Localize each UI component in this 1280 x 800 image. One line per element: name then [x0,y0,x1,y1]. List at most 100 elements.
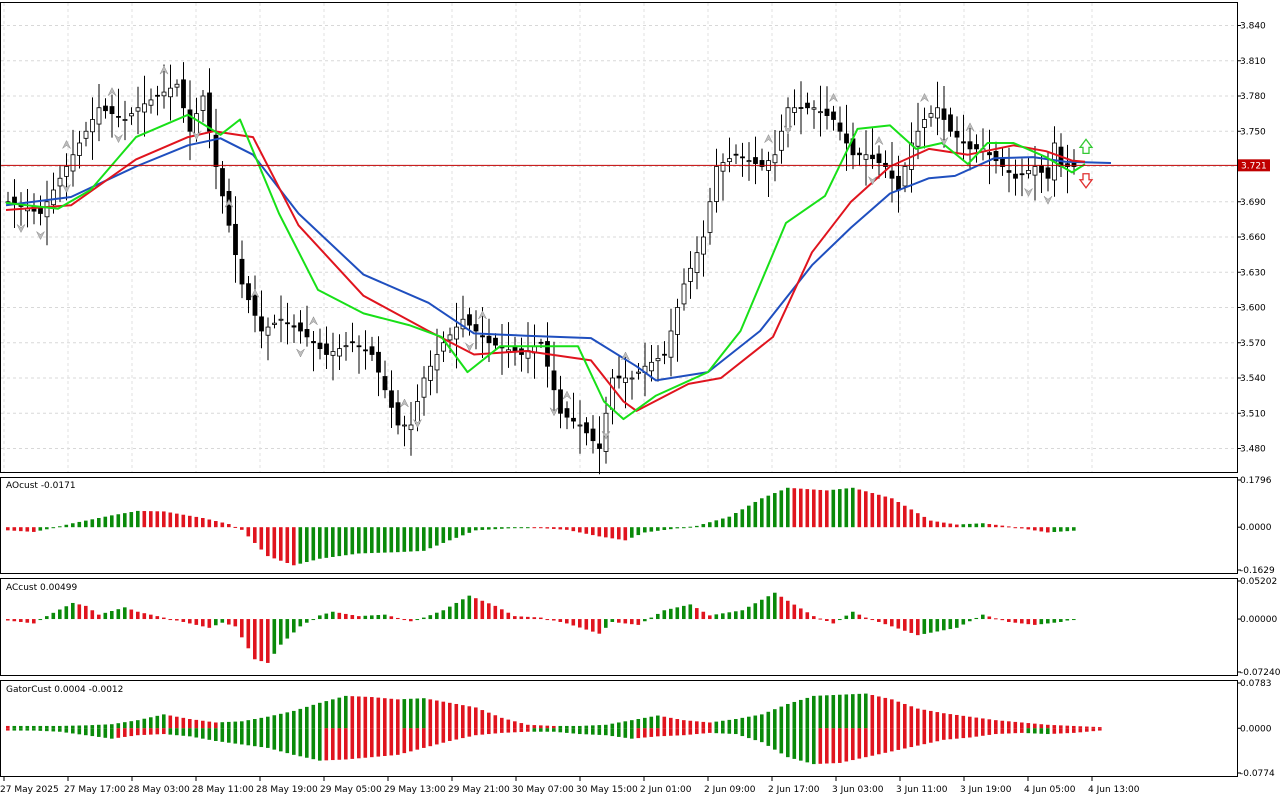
gator-indicator-panel[interactable] [6,693,1102,765]
candle-body [129,113,134,117]
gator-lower-bar [97,728,101,737]
ao-bar [701,524,706,528]
candle-body [668,330,674,358]
ac-indicator-panel[interactable] [6,592,1076,663]
ao-bar [344,527,348,556]
ac-bar [532,617,537,620]
candle-body [792,107,797,113]
candle-body [896,175,901,191]
xtick-label: 30 May 07:00 [512,785,574,795]
ac-bar [779,596,784,620]
ac-bar [617,619,621,623]
gator-lower-bar [357,728,361,759]
main-ytick-label: 3.600 [1240,304,1266,314]
gator-lower-bar [220,728,225,742]
candle-body [649,361,654,372]
gator-upper-bar [656,715,660,729]
gator-lower-bar [6,728,10,731]
ac-bar [110,611,114,620]
gator-lower-bar [240,728,244,745]
ao-bar [71,523,75,528]
ac-bar [695,608,699,620]
candle-body [220,168,225,197]
price-axis: 3.8403.8103.7803.7503.7203.6903.6603.630… [1237,22,1280,779]
gator-upper-bar [623,721,628,729]
gator-lower-bar [298,728,303,757]
ac-bar [175,619,179,621]
gator-lower-bar [727,728,732,734]
candle-body [935,107,940,119]
ao-bar [935,521,940,528]
gator-lower-bar [773,728,777,750]
candle-body [590,428,596,442]
gator-lower-bar [103,728,108,738]
ao-bar [467,527,472,533]
xtick-label: 3 Jun 19:00 [960,785,1012,795]
gator-lower-bar [25,728,30,731]
ac-bar [331,611,335,620]
ao-bar [948,523,953,528]
ac-bar [233,619,238,627]
xtick-label: 4 Jun 13:00 [1088,785,1140,795]
ac-bar [578,619,582,628]
ac-bar [409,619,413,622]
gator-upper-bar [948,714,953,729]
gator-lower-bar [90,728,95,737]
gator-upper-bar [19,725,23,729]
gator-upper-bar [350,696,355,729]
ao-bar [51,527,56,529]
candle-body [1013,173,1018,179]
gator-lower-bar [734,728,738,735]
ao-bar [805,489,810,528]
ac-bar [467,595,472,620]
candle-body [246,283,251,301]
gator-lower-bar [1059,728,1063,734]
ac-bar [90,610,95,620]
gator-lower-bar [71,728,75,734]
ao-bar [409,527,413,552]
ao-indicator-panel[interactable] [6,487,1076,566]
gator-lower-bar [1000,728,1005,734]
ac-bar [64,606,69,620]
ac-bar [740,610,745,620]
gator-upper-bar [487,712,491,729]
ac-bar [552,619,556,621]
gator-lower-bar [597,728,602,735]
candle-body [285,322,290,325]
gator-upper-bar [1007,721,1011,729]
gator-upper-bar [162,714,166,729]
gator-lower-bar [305,728,309,758]
candle-body [941,108,947,120]
candle-body [681,283,687,305]
gator-lower-bar [890,728,894,752]
fractal-down-arrow [62,184,71,194]
ac-bar [831,619,836,624]
gator-lower-bar [266,728,270,748]
ao-bar [682,527,686,529]
ao-bar [324,527,329,558]
gator-upper-bar [168,715,173,729]
gator-upper-bar [565,725,569,729]
candle-body [857,152,862,156]
gator-lower-bar [155,728,160,735]
ac-bar [181,619,186,622]
ao-bar [32,527,36,532]
ao-bar [747,505,751,528]
candle-body [454,326,459,340]
ac-bar [1013,619,1018,623]
price-panel[interactable] [1,62,1237,475]
gator-upper-bar [805,697,810,729]
ao-bar [207,519,212,528]
gator-upper-bar [116,723,121,729]
gator-upper-bar [630,720,634,729]
ao-bar [58,526,62,528]
gator-lower-bar [766,728,771,746]
gator-lower-bar [324,728,329,761]
gator-upper-bar [825,695,829,729]
candle-body [967,141,973,150]
gator-lower-bar [415,728,420,750]
ac-bar [389,616,394,620]
ao-bar [981,523,985,528]
gator-lower-bar [1026,728,1031,734]
candle-body [915,130,921,147]
